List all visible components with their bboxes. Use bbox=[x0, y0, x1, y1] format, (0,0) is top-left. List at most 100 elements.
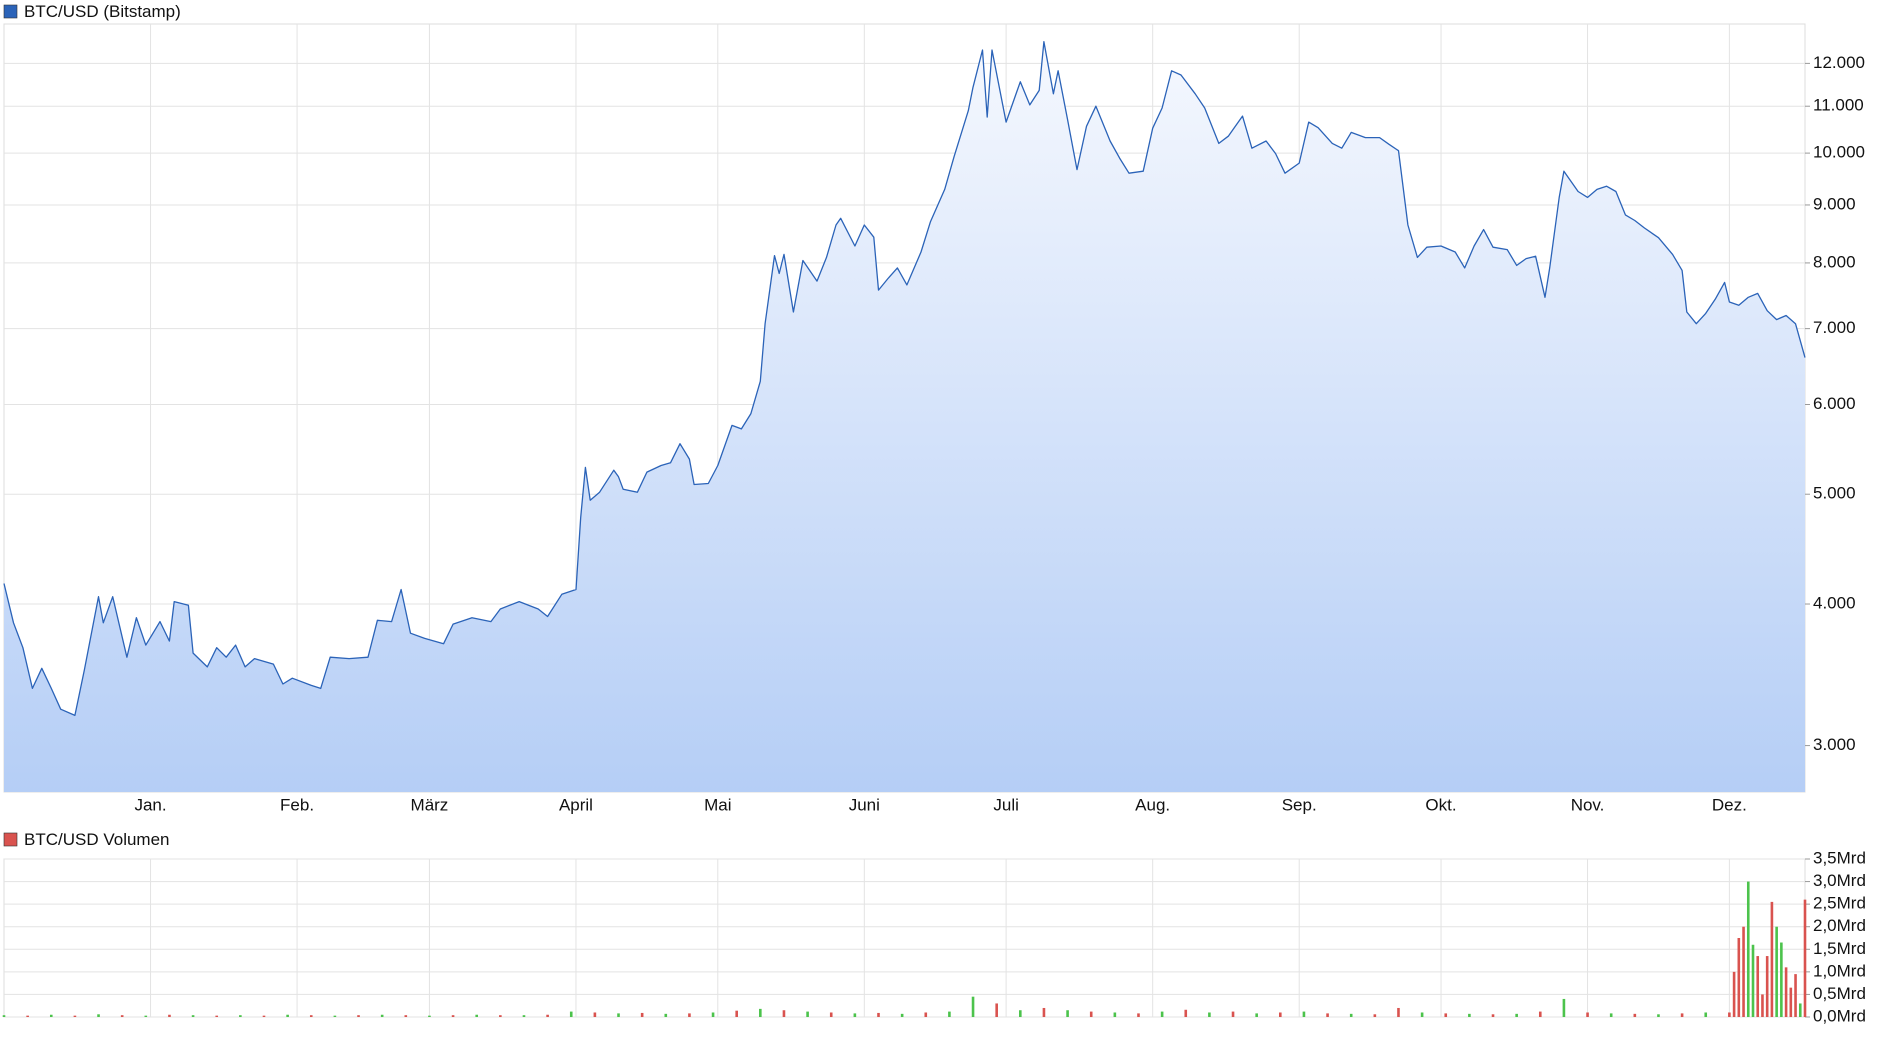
volume-bar bbox=[1278, 1012, 1282, 1017]
volume-bar bbox=[357, 1015, 360, 1017]
volume-bar bbox=[191, 1015, 195, 1017]
volume-bar bbox=[1019, 1010, 1022, 1017]
volume-bar bbox=[1444, 1013, 1448, 1017]
volume-bar bbox=[759, 1008, 762, 1017]
x-tick-label: Jan. bbox=[134, 795, 166, 814]
y-tick-label: 10.000 bbox=[1813, 143, 1865, 162]
volume-bar bbox=[380, 1014, 384, 1017]
volume-bar bbox=[1326, 1013, 1329, 1017]
volume-bar bbox=[2, 1015, 6, 1017]
volume-bar bbox=[948, 1011, 951, 1017]
y-tick-label: 0,5Mrd bbox=[1813, 984, 1866, 1003]
legend-label: BTC/USD (Bitstamp) bbox=[24, 2, 181, 21]
volume-bar bbox=[711, 1012, 715, 1017]
volume-bar bbox=[522, 1015, 526, 1017]
volume-bar bbox=[1789, 987, 1793, 1017]
volume-bar bbox=[617, 1013, 620, 1017]
volume-bar bbox=[1113, 1012, 1117, 1017]
y-tick-label: 3,0Mrd bbox=[1813, 871, 1866, 890]
volume-bar bbox=[451, 1015, 455, 1017]
volume-bar bbox=[1798, 1003, 1802, 1017]
volume-bar bbox=[333, 1015, 337, 1017]
volume-bar bbox=[1742, 926, 1745, 1017]
y-tick-label: 3,5Mrd bbox=[1813, 848, 1866, 867]
volume-bar bbox=[640, 1012, 644, 1017]
area-fill bbox=[4, 41, 1805, 792]
y-tick-label: 9.000 bbox=[1813, 194, 1856, 213]
volume-bar bbox=[1732, 971, 1736, 1017]
volume-bar bbox=[877, 1012, 880, 1017]
volume-bar bbox=[1066, 1010, 1069, 1017]
volume-bar bbox=[1746, 881, 1750, 1017]
volume-bar bbox=[1208, 1012, 1211, 1017]
volume-bar bbox=[1538, 1011, 1542, 1017]
volume-bar bbox=[924, 1012, 928, 1017]
volume-bar bbox=[1794, 974, 1797, 1017]
volume-bar bbox=[1349, 1013, 1353, 1017]
y-tick-label: 5.000 bbox=[1813, 484, 1856, 503]
x-tick-label: Feb. bbox=[280, 795, 314, 814]
volume-bar bbox=[120, 1015, 124, 1017]
volume-bar bbox=[1515, 1013, 1518, 1017]
y-tick-label: 11.000 bbox=[1813, 96, 1864, 115]
volume-bar bbox=[1491, 1014, 1495, 1017]
y-tick-label: 12.000 bbox=[1813, 53, 1865, 72]
volume-bar bbox=[309, 1015, 313, 1017]
volume-bar bbox=[1373, 1014, 1377, 1017]
volume-bar bbox=[1803, 899, 1807, 1017]
volume-bar bbox=[546, 1014, 549, 1017]
x-tick-label: Dez. bbox=[1712, 795, 1747, 814]
volume-bar bbox=[1728, 1012, 1731, 1017]
x-tick-label: Mai bbox=[704, 795, 731, 814]
volume-bar bbox=[1756, 956, 1760, 1017]
volume-bar bbox=[664, 1013, 668, 1017]
y-tick-label: 4.000 bbox=[1813, 594, 1856, 613]
volume-bar bbox=[1397, 1007, 1400, 1017]
volume-bar bbox=[286, 1014, 289, 1017]
volume-bar bbox=[1184, 1009, 1188, 1017]
volume-bar bbox=[1089, 1011, 1093, 1017]
y-tick-label: 2,0Mrd bbox=[1813, 916, 1866, 935]
volume-bar bbox=[428, 1015, 431, 1017]
volume-bar bbox=[1562, 998, 1566, 1017]
volume-bar bbox=[1255, 1013, 1258, 1017]
volume-bar bbox=[1609, 1013, 1613, 1017]
x-tick-label: Sep. bbox=[1282, 795, 1317, 814]
volume-bar bbox=[1737, 938, 1741, 1017]
x-tick-label: April bbox=[559, 795, 593, 814]
volume-bar bbox=[1633, 1013, 1637, 1017]
y-tick-label: 0,0Mrd bbox=[1813, 1006, 1866, 1025]
volume-bar bbox=[1770, 901, 1774, 1017]
volume-bar bbox=[1657, 1014, 1660, 1017]
volume-bar bbox=[1704, 1012, 1708, 1017]
volume-bar bbox=[1302, 1011, 1306, 1017]
volume-bar bbox=[569, 1011, 573, 1017]
volume-bar bbox=[735, 1010, 738, 1017]
volume-bar bbox=[1042, 1007, 1046, 1017]
volume-bar bbox=[239, 1015, 242, 1017]
y-tick-label: 3.000 bbox=[1813, 735, 1856, 754]
volume-bar bbox=[806, 1011, 809, 1017]
x-tick-label: Juni bbox=[849, 795, 880, 814]
volume-bar bbox=[853, 1013, 857, 1017]
y-tick-label: 1,5Mrd bbox=[1813, 939, 1866, 958]
volume-bar bbox=[97, 1014, 100, 1017]
volume-bar bbox=[1780, 942, 1783, 1017]
volume-bar bbox=[688, 1013, 691, 1017]
volume-bar bbox=[1137, 1013, 1140, 1017]
volume-bar bbox=[49, 1014, 53, 1017]
x-tick-label: Okt. bbox=[1425, 795, 1456, 814]
volume-bar bbox=[1468, 1013, 1471, 1017]
volume-bar bbox=[1784, 967, 1788, 1017]
volume-bar bbox=[1765, 956, 1769, 1017]
volume-bar bbox=[1231, 1011, 1235, 1017]
legend-label: BTC/USD Volumen bbox=[24, 830, 170, 849]
x-tick-label: Nov. bbox=[1571, 795, 1605, 814]
volume-bar bbox=[475, 1014, 479, 1017]
legend-swatch bbox=[3, 4, 18, 19]
x-tick-label: Aug. bbox=[1135, 795, 1170, 814]
y-tick-label: 6.000 bbox=[1813, 394, 1856, 413]
volume-bar bbox=[900, 1013, 904, 1017]
